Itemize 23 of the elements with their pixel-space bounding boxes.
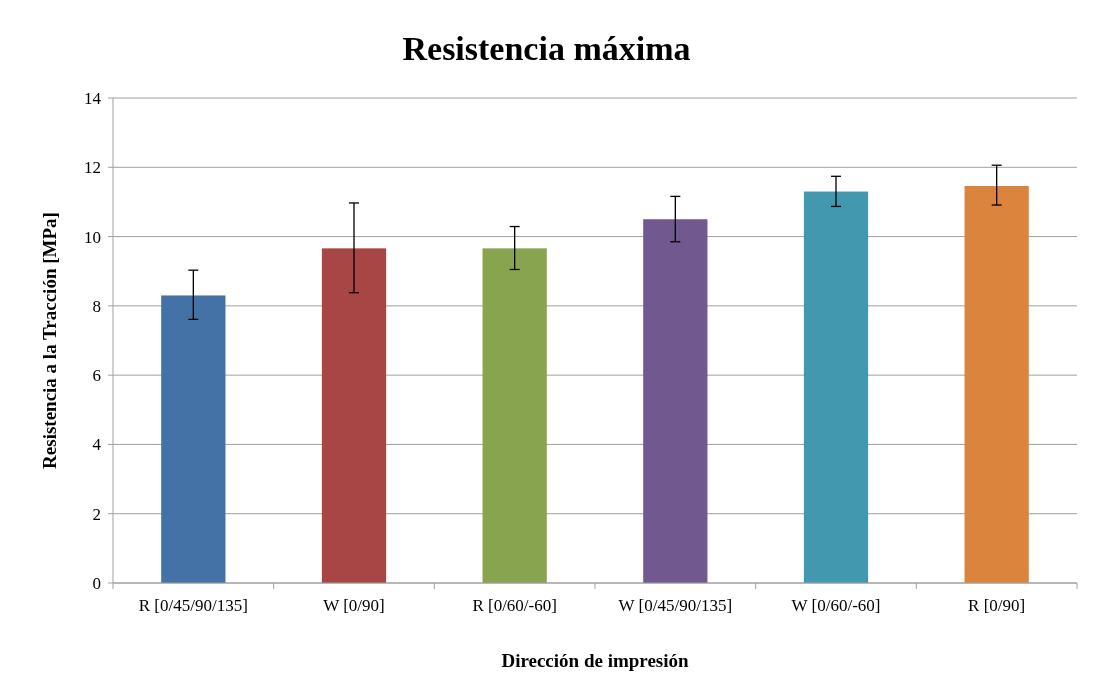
chart-title: Resistencia máxima [402, 30, 691, 67]
bar [643, 219, 708, 583]
x-tick-label: R [0/60/-60] [472, 596, 557, 615]
y-axis-title: Resistencia a la Tracción [MPa] [39, 212, 60, 469]
y-tick-label: 8 [92, 296, 101, 316]
y-tick-label: 6 [92, 366, 101, 386]
x-tick-label: R [0/45/90/135] [138, 596, 248, 615]
y-tick-label: 12 [84, 158, 101, 178]
y-tick-label: 0 [92, 573, 101, 593]
y-tick-label: 4 [92, 435, 102, 455]
y-tick-label: 14 [84, 88, 102, 108]
x-tick-label: R [0/90] [968, 596, 1026, 615]
bar [161, 295, 226, 583]
x-tick-label: W [0/60/-60] [791, 596, 881, 615]
x-axis-title: Dirección de impresión [501, 650, 690, 671]
y-tick-label: 10 [84, 227, 101, 247]
bar [321, 248, 387, 583]
x-tick-label: W [0/45/90/135] [618, 596, 733, 615]
bar [803, 191, 869, 583]
bar [482, 248, 547, 583]
bar [964, 185, 1029, 583]
x-tick-label: W [0/90] [323, 596, 385, 615]
y-tick-label: 2 [92, 504, 101, 524]
